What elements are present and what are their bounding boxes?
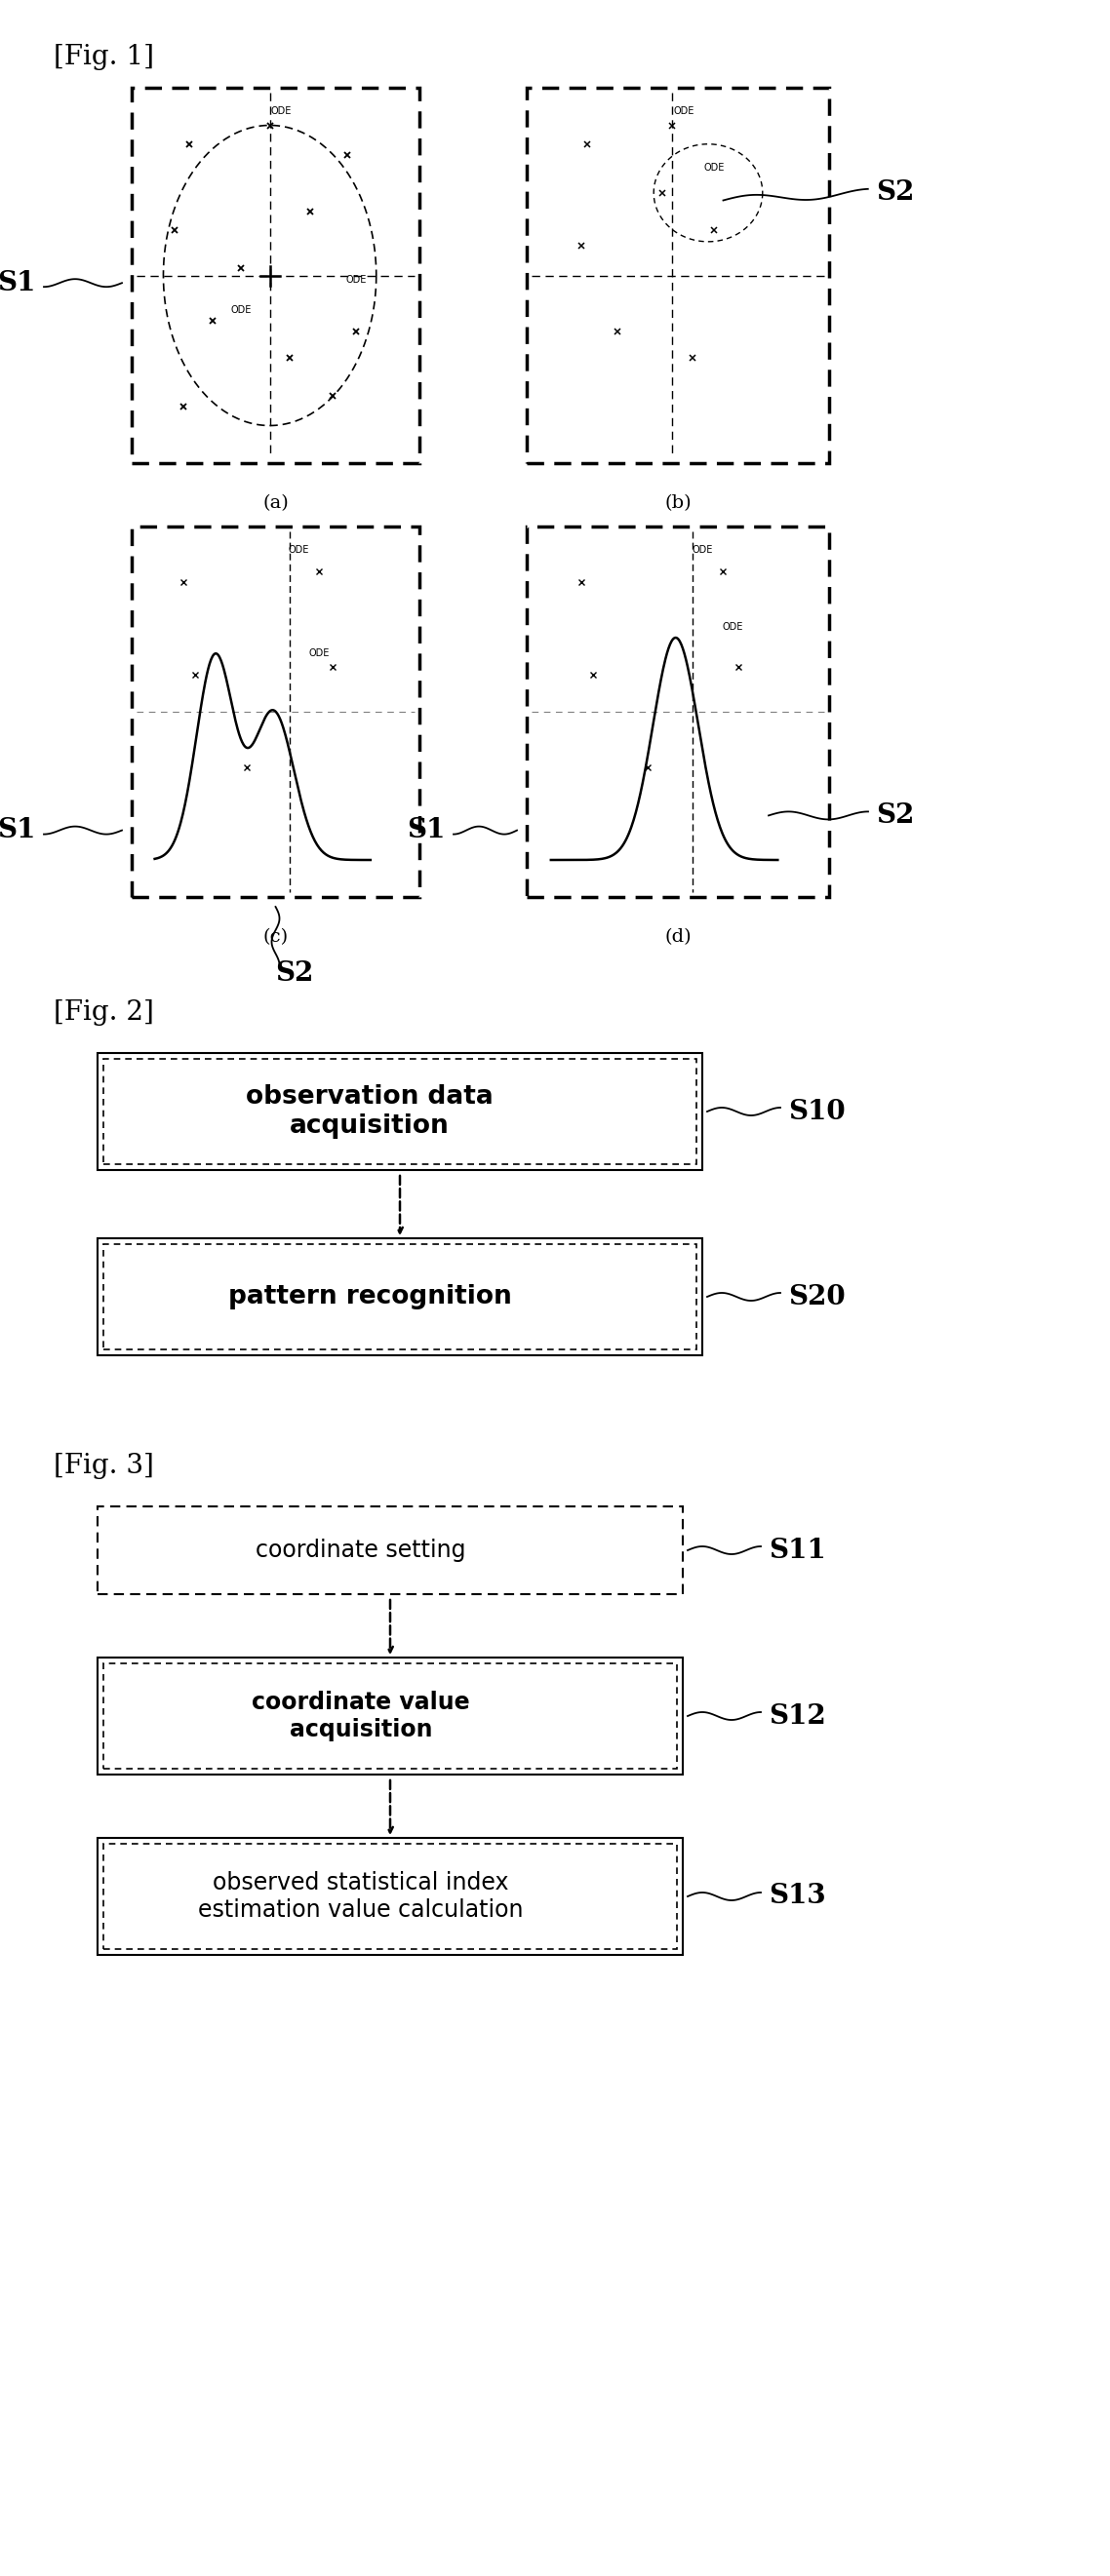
Text: ODE: ODE	[692, 544, 713, 554]
Text: S20: S20	[788, 1283, 846, 1311]
Text: (b): (b)	[665, 495, 692, 513]
Bar	[103, 1059, 696, 1164]
Text: (a): (a)	[262, 495, 289, 513]
Text: ODE: ODE	[289, 544, 309, 554]
Text: [Fig. 2]: [Fig. 2]	[53, 999, 154, 1025]
Text: S12: S12	[768, 1703, 826, 1728]
Bar	[527, 88, 829, 464]
Text: coordinate value
acquisition: coordinate value acquisition	[252, 1690, 470, 1741]
Text: S2: S2	[275, 961, 314, 987]
Bar	[103, 1844, 677, 1950]
Text: S2: S2	[876, 801, 915, 829]
Text: ODE: ODE	[674, 106, 695, 116]
Text: S11: S11	[768, 1538, 826, 1564]
Bar	[98, 1656, 683, 1775]
Text: ODE: ODE	[345, 276, 366, 286]
Text: (d): (d)	[665, 927, 692, 945]
Text: S1: S1	[407, 817, 446, 842]
Bar	[98, 1239, 703, 1355]
Text: pattern recognition: pattern recognition	[228, 1283, 512, 1309]
Text: ODE: ODE	[309, 649, 330, 657]
Text: [Fig. 1]: [Fig. 1]	[53, 44, 154, 70]
Text: S2: S2	[876, 180, 915, 206]
Bar	[98, 1837, 683, 1955]
Bar	[98, 1507, 683, 1595]
Bar	[132, 88, 420, 464]
Text: ODE: ODE	[722, 623, 743, 631]
Text: S13: S13	[768, 1883, 826, 1909]
Text: coordinate setting: coordinate setting	[255, 1538, 466, 1561]
Text: ODE: ODE	[704, 162, 725, 173]
Bar	[103, 1664, 677, 1770]
Text: observed statistical index
estimation value calculation: observed statistical index estimation va…	[199, 1870, 524, 1922]
Text: observation data
acquisition: observation data acquisition	[246, 1084, 494, 1139]
Bar	[132, 526, 420, 896]
Text: S10: S10	[788, 1097, 846, 1126]
Text: [Fig. 3]: [Fig. 3]	[53, 1453, 154, 1479]
Bar	[527, 526, 829, 896]
Text: S1: S1	[0, 817, 37, 842]
Text: (c): (c)	[263, 927, 289, 945]
Text: ODE: ODE	[231, 304, 252, 314]
Bar	[98, 1054, 703, 1170]
Text: ODE: ODE	[271, 106, 292, 116]
Bar	[103, 1244, 696, 1350]
Text: S1: S1	[0, 270, 37, 296]
